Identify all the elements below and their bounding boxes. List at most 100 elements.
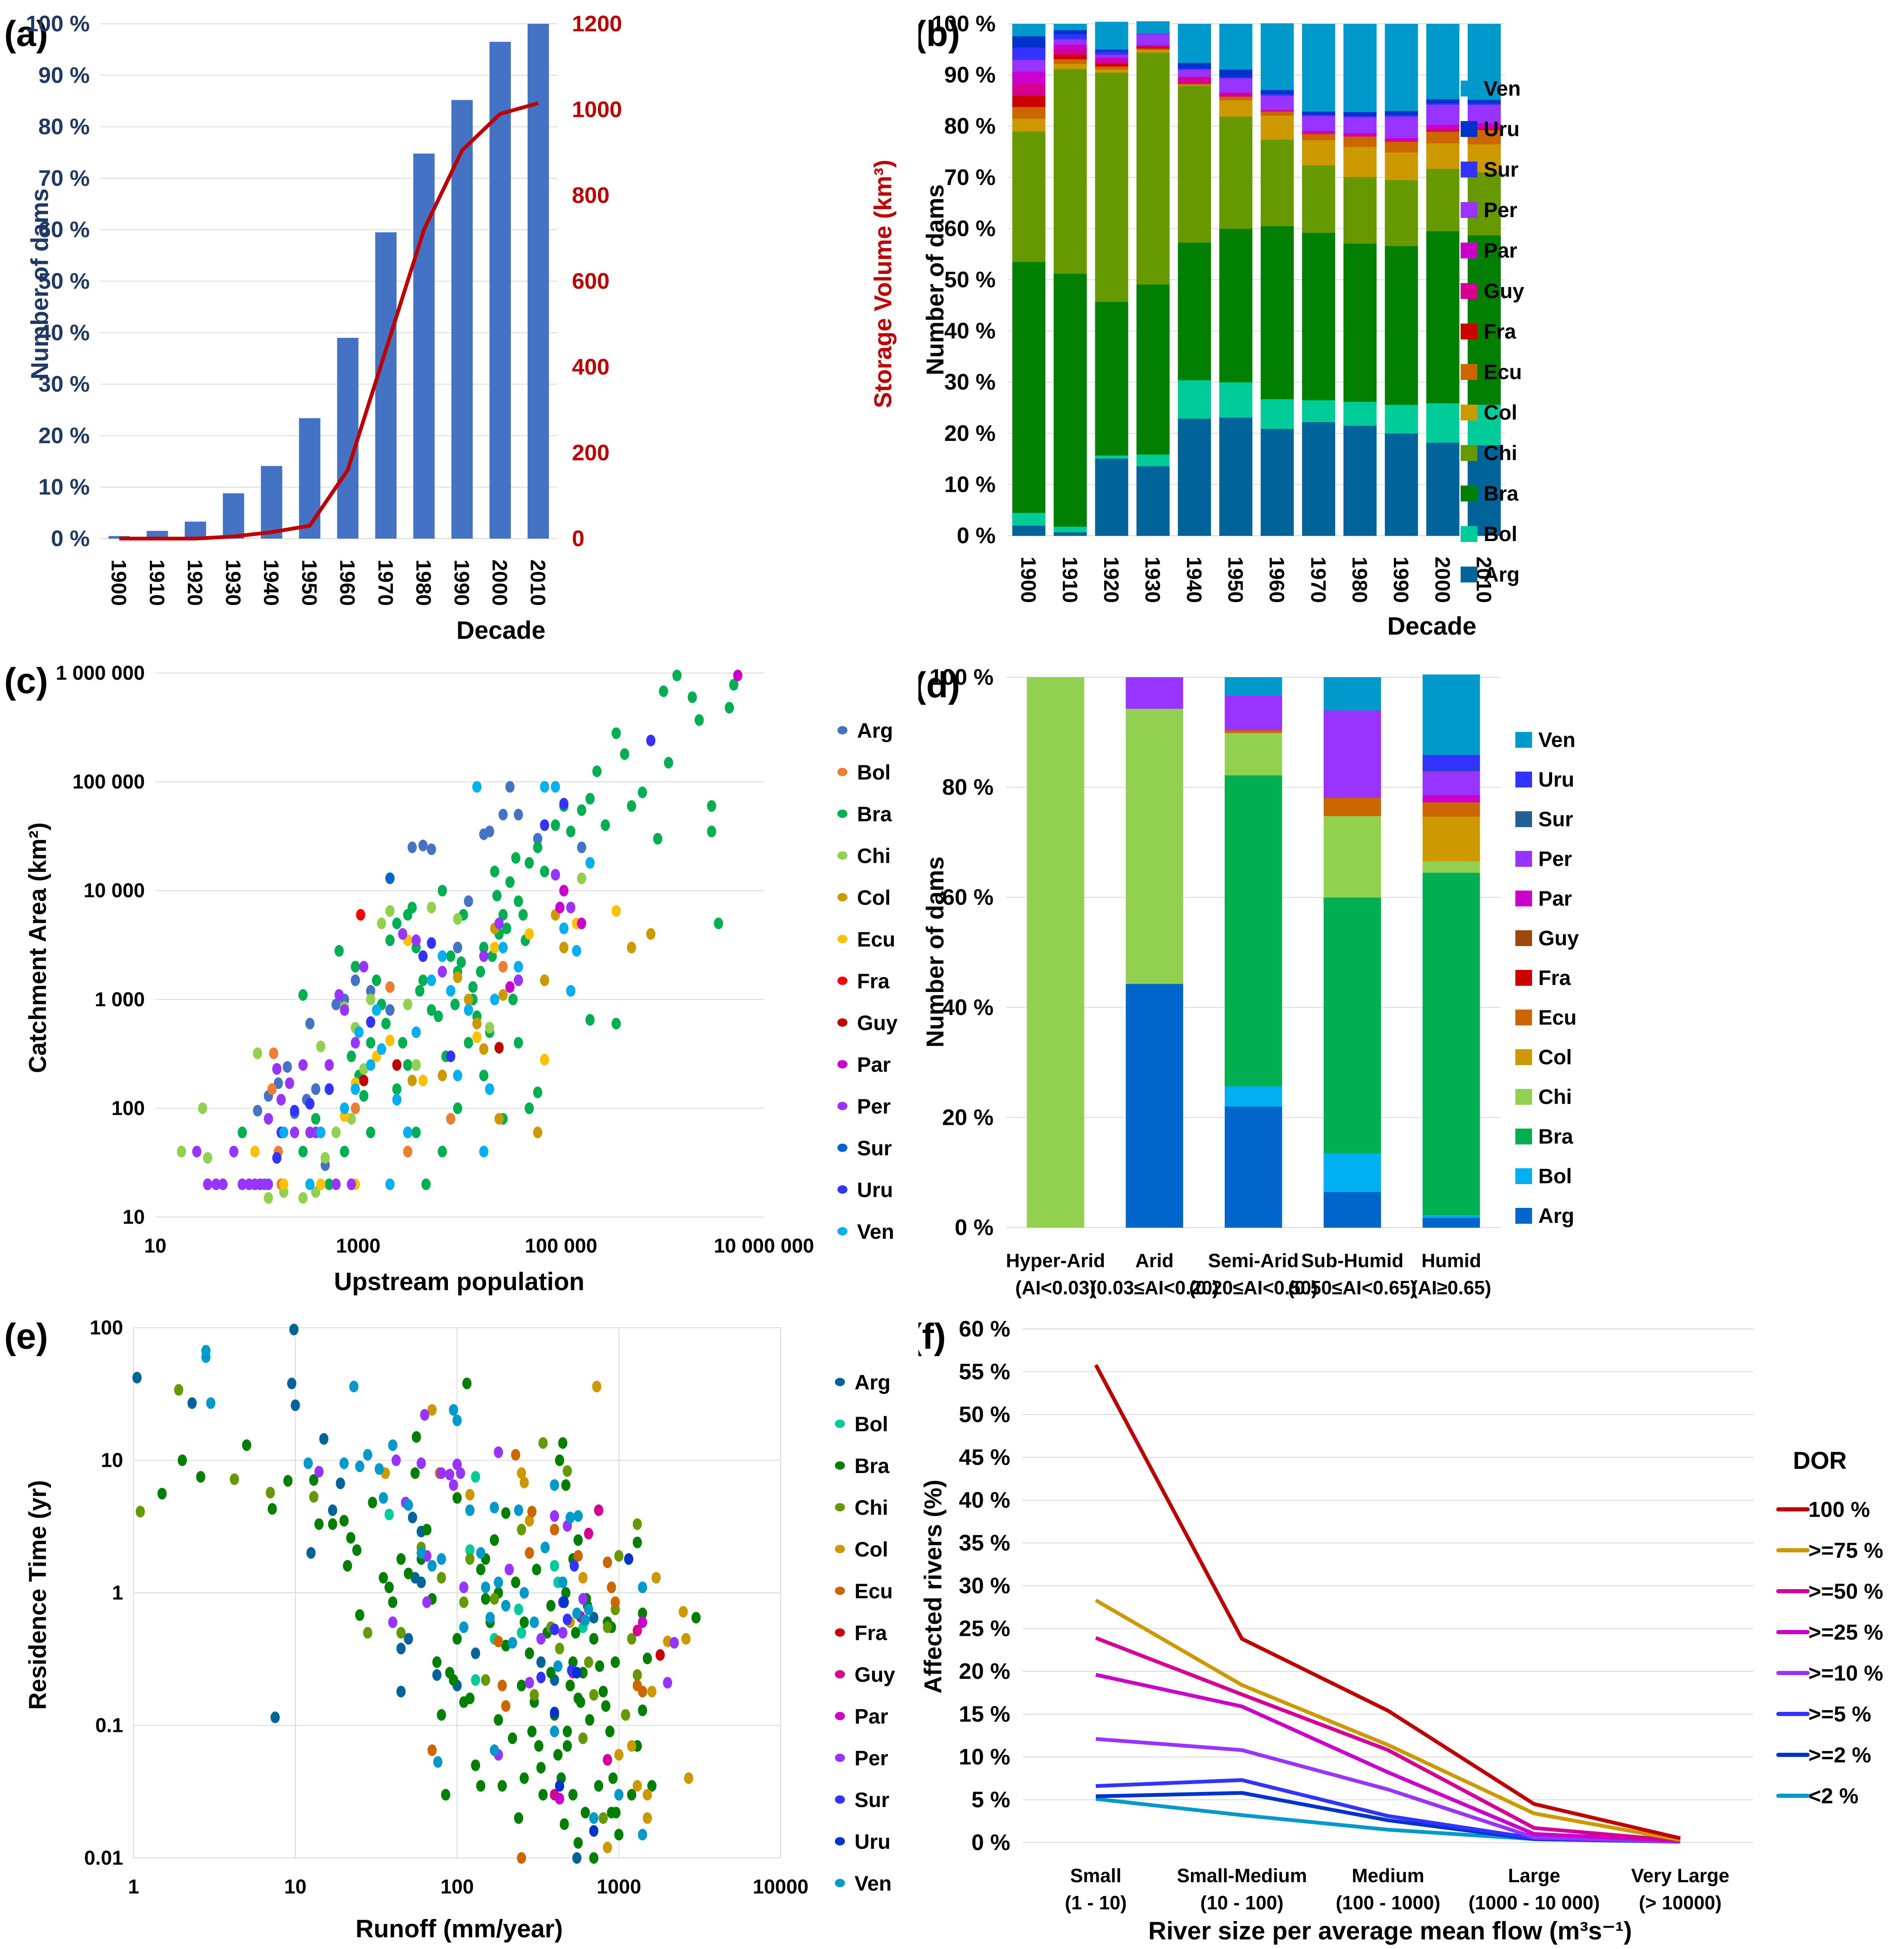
point-bra [352, 1544, 362, 1556]
point-bra [498, 909, 508, 921]
point-guy [584, 1528, 594, 1540]
point-sur [550, 1623, 559, 1635]
point-bra [595, 1660, 604, 1672]
point-ven [490, 1744, 499, 1756]
bar-segment-chi [1323, 816, 1381, 898]
point-ecu [610, 1596, 620, 1608]
y-tick-label: 30 % [959, 1573, 1010, 1598]
bar-segment-bol [1012, 512, 1046, 526]
point-bol [517, 1627, 526, 1639]
panel-c-legend: Arg Bol Bra Chi Col Ecu Fra Guy Par Per Sur Uru Ven [837, 719, 898, 1243]
point-bra [298, 1146, 308, 1158]
point-bra [566, 825, 576, 838]
point-ven [485, 1083, 494, 1095]
point-ecu [511, 1449, 521, 1461]
point-chi [174, 1384, 184, 1396]
point-ecu [612, 905, 621, 917]
point-bra [620, 748, 630, 760]
point-col [472, 1018, 482, 1030]
panel-d-y-axis-title: Number of dams [922, 856, 949, 1048]
point-bra [533, 1086, 543, 1099]
y-tick-label: 100 [111, 1097, 145, 1119]
point-chi [598, 1812, 608, 1824]
y-tick-label: 60 % [38, 217, 90, 242]
bar-segment-ecu [1323, 797, 1381, 816]
point-ven [446, 985, 455, 997]
point-bra [346, 1532, 356, 1544]
legend-marker-par [835, 1712, 845, 1720]
bar-segment-guy [1302, 132, 1335, 134]
point-bra [611, 1807, 621, 1819]
x-tick-label: 10000 [753, 1876, 808, 1898]
point-col [647, 1686, 657, 1698]
point-col [453, 971, 463, 983]
point-bra [311, 1113, 321, 1125]
panel-e-gridlines [133, 1327, 781, 1858]
point-bol [384, 1509, 394, 1521]
point-bra [517, 1679, 526, 1691]
point-bra [427, 1004, 436, 1016]
bar-segment-bol [1385, 405, 1418, 434]
point-per [388, 1616, 397, 1628]
x-tick-label: (0.03≤AI<0.20) [1090, 1277, 1219, 1298]
point-sur [569, 1560, 579, 1572]
point-bra [594, 1780, 604, 1792]
y-tick-label: 90 % [38, 63, 90, 88]
y-tick-label: 10 [101, 1450, 123, 1472]
bar-segment-uru [1054, 30, 1087, 35]
point-ven [558, 1576, 568, 1588]
point-arg [536, 1656, 546, 1668]
panel-b-y-ticks: 0 % 10 % 20 % 30 % 40 % 50 % 60 % 70 % 80 % 90 % 1… [932, 11, 996, 548]
bar-segment-uru [1178, 63, 1211, 69]
point-chi [589, 1689, 599, 1701]
bar-segment-chi [1422, 861, 1480, 873]
legend-label-ven: Ven [1538, 728, 1575, 752]
panel-e-y-ticks: 0.01 0.1 1 10 100 [84, 1317, 123, 1869]
bar-segment-bol [1219, 382, 1253, 418]
point-ven [206, 1397, 215, 1409]
point-par [505, 981, 515, 993]
point-bra [196, 1471, 205, 1483]
point-per [276, 1093, 286, 1106]
point-bra [589, 1633, 599, 1645]
legend-label-guy: Guy [1538, 926, 1579, 950]
point-sur [385, 872, 395, 884]
y-tick-label: 50 % [38, 269, 90, 294]
dor-line [1095, 1673, 1681, 1843]
bar-segment-per [1260, 95, 1294, 110]
point-chi [577, 872, 587, 884]
point-bra [659, 685, 668, 697]
point-ven [355, 1460, 364, 1473]
point-chi [177, 1146, 186, 1158]
x-tick-label: 1950 [298, 559, 321, 606]
point-ven [638, 1581, 647, 1593]
point-bra [573, 1534, 583, 1546]
point-bra [502, 922, 511, 934]
point-per [359, 961, 369, 973]
point-bra [498, 1780, 507, 1792]
point-bol [550, 1560, 559, 1572]
point-ven [585, 857, 595, 869]
point-bra [519, 1772, 529, 1784]
bar-segment-guy [1012, 83, 1046, 96]
point-arg [331, 998, 341, 1010]
point-ecu [517, 1852, 526, 1864]
point-bra [581, 1807, 590, 1819]
point-ven [427, 1560, 437, 1572]
bar-segment-uru [1260, 90, 1294, 94]
bar-segment-ecu [1302, 134, 1335, 140]
panel-f-legend: DOR 100 % >=75 % >=50 % >=25 % >=10 % >=5 % >=… [1776, 1447, 1883, 1808]
point-per [437, 1467, 446, 1479]
legend-swatch-ecu [1515, 1010, 1532, 1025]
point-ven [581, 1614, 590, 1626]
legend-marker-col [837, 893, 847, 901]
legend-swatch-guy [1515, 930, 1532, 946]
point-bra [533, 841, 543, 853]
point-par [577, 917, 587, 929]
x-tick-label: 1940 [260, 559, 283, 606]
point-ven [501, 1600, 511, 1612]
point-arg [432, 1669, 442, 1681]
point-bra [632, 1536, 642, 1549]
point-bra [642, 1653, 652, 1665]
point-bol [403, 1146, 412, 1158]
